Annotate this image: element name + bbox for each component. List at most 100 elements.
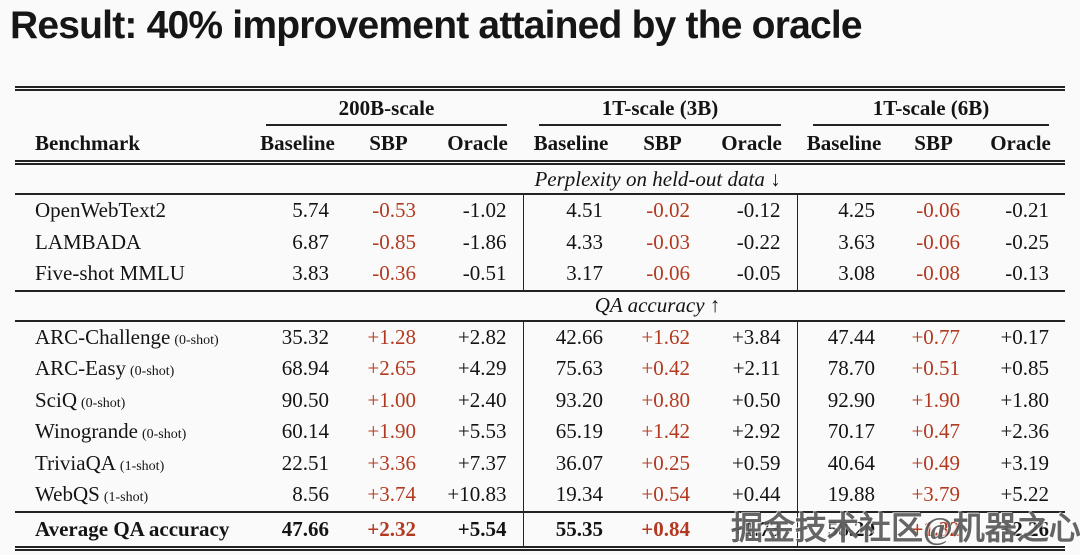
value-cell: +0.80	[641, 387, 691, 412]
table-row: Five-shot MMLU 3.83 -0.36 -0.51 3.17 -0.…	[15, 258, 1065, 291]
value-cell: 3.83	[292, 261, 329, 286]
value-cell: 19.88	[796, 479, 892, 512]
value-cell: +0.25	[641, 450, 691, 475]
value-cell: -0.06	[916, 198, 961, 223]
benchmark-name: WebQS	[35, 482, 100, 507]
average-row: Average QA accuracy 47.66 +2.32 +5.54 55…	[15, 510, 1066, 548]
value-cell: +2.92	[731, 419, 781, 444]
benchmark-name: Five-shot MMLU	[35, 261, 185, 286]
page-title: Result: 40% improvement attained by the …	[10, 4, 863, 47]
value-cell: +7.37	[457, 450, 507, 475]
value-cell: 68.94	[281, 356, 329, 381]
group-header-200b: 200B-scale	[250, 89, 523, 128]
value-cell: 5.74	[292, 198, 329, 223]
value-cell: 8.56	[292, 482, 329, 507]
value-cell: 22.51	[281, 450, 329, 475]
column-header: Oracle	[432, 127, 524, 165]
table-row: TriviaQA (1-shot) 22.51 +3.36 +7.37 36.07…	[15, 447, 1065, 479]
column-header: Baseline	[250, 127, 345, 165]
value-cell: +0.44	[731, 482, 781, 507]
table-row: ARC-Easy (0-shot) 68.94 +2.65 +4.29 75.63…	[15, 353, 1065, 385]
value-cell: +0.85	[1000, 356, 1050, 381]
value-cell: +0.77	[911, 324, 961, 349]
value-cell: -1.86	[462, 229, 507, 254]
group-header-row: 200B-scale 1T-scale (3B) 1T-scale (6B)	[15, 89, 1065, 128]
benchmark-shot: (0-shot)	[130, 364, 175, 380]
value-cell: -0.12	[736, 198, 781, 223]
value-cell: +0.17	[1000, 324, 1050, 349]
benchmark-shot: (0-shot)	[81, 395, 126, 411]
value-cell: +5.22	[1000, 482, 1050, 507]
value-cell: +3.79	[911, 482, 961, 507]
column-header: Baseline	[523, 127, 620, 165]
value-cell: +1.42	[641, 419, 691, 444]
section-label: QA accuracy ↑	[594, 293, 721, 317]
value-cell: 90.50	[281, 387, 329, 412]
section-header-perplexity: Perplexity on held-out data ↓	[15, 162, 1066, 195]
column-header: SBP	[619, 127, 707, 165]
value-cell: +3.84	[731, 324, 781, 349]
value-cell: 35.32	[281, 324, 329, 349]
value-cell: -1.02	[462, 198, 507, 223]
value-cell: 47.44	[796, 320, 892, 353]
value-cell: 4.25	[796, 194, 892, 227]
value-cell: +1.28	[367, 324, 416, 349]
section-header-qa: QA accuracy ↑	[15, 289, 1066, 322]
value-cell: 19.34	[522, 479, 620, 512]
value-cell: +2.26	[976, 510, 1066, 548]
value-cell: 93.20	[522, 384, 620, 416]
benchmark-name: ARC-Challenge	[35, 324, 171, 349]
value-cell: +1.90	[911, 387, 961, 412]
section-label: Perplexity on held-out data ↓	[534, 166, 781, 191]
value-cell: +1.80	[1000, 387, 1050, 412]
value-cell: -0.21	[1005, 198, 1050, 223]
column-header: Baseline	[797, 127, 892, 165]
value-cell: +0.51	[911, 356, 961, 381]
value-cell: +1.32	[891, 510, 977, 548]
group-header-1t-6b: 1T-scale (6B)	[797, 89, 1065, 128]
value-cell: -0.25	[1005, 229, 1050, 254]
value-cell: -0.51	[462, 261, 507, 286]
value-cell: 40.64	[796, 447, 892, 479]
column-header-benchmark: Benchmark	[15, 127, 250, 165]
value-cell: +0.50	[731, 387, 781, 412]
corner-cell	[15, 89, 250, 128]
value-cell: +5.53	[457, 419, 507, 444]
value-cell: +2.82	[457, 324, 507, 349]
value-cell: -0.08	[916, 261, 961, 286]
value-cell: 58.29	[796, 510, 892, 548]
value-cell: -0.22	[736, 229, 781, 254]
group-header-1t-3b: 1T-scale (3B)	[523, 89, 797, 128]
value-cell: +0.42	[641, 356, 691, 381]
value-cell: -0.03	[646, 229, 691, 254]
value-cell: 4.33	[522, 226, 620, 258]
value-cell: +4.29	[457, 356, 507, 381]
benchmark-name: SciQ	[35, 387, 77, 412]
value-cell: 3.08	[796, 258, 892, 291]
table-row: WebQS (1-shot) 8.56 +3.74 +10.83 19.34 +0…	[15, 479, 1065, 512]
value-cell: +1.73	[706, 510, 798, 548]
value-cell: 47.66	[250, 510, 345, 548]
value-cell: +3.36	[367, 450, 416, 475]
column-header: SBP	[891, 127, 977, 165]
value-cell: +2.65	[367, 356, 416, 381]
value-cell: +2.32	[345, 510, 432, 548]
results-table: 200B-scale 1T-scale (3B) 1T-scale (6B) B…	[15, 86, 1066, 551]
value-cell: 55.35	[522, 510, 620, 548]
value-cell: -0.06	[916, 229, 961, 254]
benchmark-name: OpenWebText2	[35, 198, 166, 223]
value-cell: +0.49	[911, 450, 961, 475]
value-cell: 78.70	[796, 353, 892, 385]
value-cell: +2.40	[457, 387, 507, 412]
benchmark-name: Winogrande	[35, 419, 138, 444]
value-cell: -0.36	[372, 261, 416, 286]
value-cell: 3.63	[796, 226, 892, 258]
table-row: LAMBADA 6.87 -0.85 -1.86 4.33 -0.03 -0.2…	[15, 226, 1065, 258]
value-cell: +0.47	[911, 419, 961, 444]
column-header-row: Benchmark Baseline SBP Oracle Baseline S…	[15, 127, 1066, 165]
value-cell: +3.74	[367, 482, 416, 507]
benchmark-name: ARC-Easy	[35, 356, 126, 381]
value-cell: -0.53	[372, 198, 416, 223]
value-cell: 6.87	[292, 229, 329, 254]
value-cell: +1.62	[641, 324, 691, 349]
